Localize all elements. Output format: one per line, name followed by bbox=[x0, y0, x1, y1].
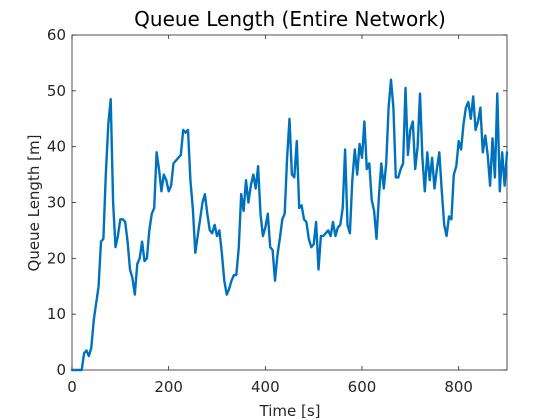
y-axis-label: Queue Length [m] bbox=[25, 135, 43, 272]
y-tick-label: 0 bbox=[56, 361, 66, 379]
y-tick-label: 20 bbox=[47, 249, 66, 267]
chart-title: Queue Length (Entire Network) bbox=[134, 7, 446, 31]
y-tick-label: 40 bbox=[47, 138, 66, 156]
x-tick-label: 0 bbox=[67, 378, 77, 396]
x-axis-label: Time [s] bbox=[259, 402, 321, 420]
x-tick-label: 600 bbox=[348, 378, 377, 396]
queue-length-series-line bbox=[70, 78, 509, 372]
y-tick-label: 60 bbox=[47, 26, 66, 44]
axis-ticks: 0 200 400 600 800 0 10 20 30 40 50 60 bbox=[47, 26, 507, 396]
x-tick-label: 400 bbox=[251, 378, 280, 396]
y-tick-label: 10 bbox=[47, 305, 66, 323]
y-tick-label: 30 bbox=[47, 194, 66, 212]
x-tick-label: 200 bbox=[154, 378, 183, 396]
x-tick-label: 800 bbox=[444, 378, 473, 396]
y-tick-label: 50 bbox=[47, 82, 66, 100]
